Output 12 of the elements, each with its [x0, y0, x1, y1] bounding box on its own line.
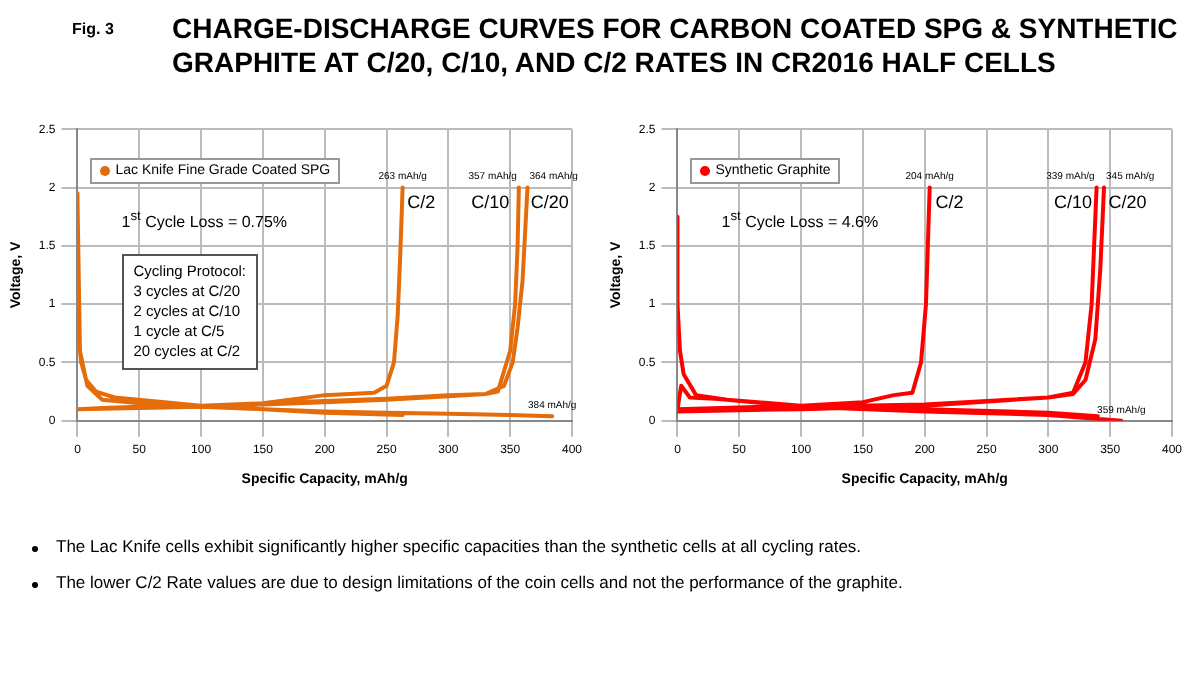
annotation: C/10: [471, 191, 510, 212]
text: CHARGE-DISCHARGE CURVES FOR CARBON COATED SPG & SYNTHETIC GRAPHITE AT C/20, C/10, AND C/2 RATES IN CR2016 HALF CELLS: [172, 12, 1180, 80]
text: The lower C/2 Rate values are due to design limitations of the coin cells and not the performance of the graphite.: [56, 572, 903, 592]
annotation: C/2: [407, 191, 436, 212]
annotation: 1$^{st}$ Cycle Loss = 4.6%: [721, 209, 879, 231]
annotation: 1$^{st}$ Cycle Loss = 0.75%: [121, 209, 288, 231]
annotation: C/20: [1108, 191, 1147, 212]
text: The Lac Knife cells exhibit significantly higher specific capacities than the synthetic cells at all cycling rates.: [56, 536, 862, 556]
annotation: C/10: [1054, 191, 1093, 212]
annotation: C/2: [935, 191, 964, 212]
annotation: C/20: [530, 191, 569, 212]
caption: Fig. 3: [72, 20, 114, 38]
